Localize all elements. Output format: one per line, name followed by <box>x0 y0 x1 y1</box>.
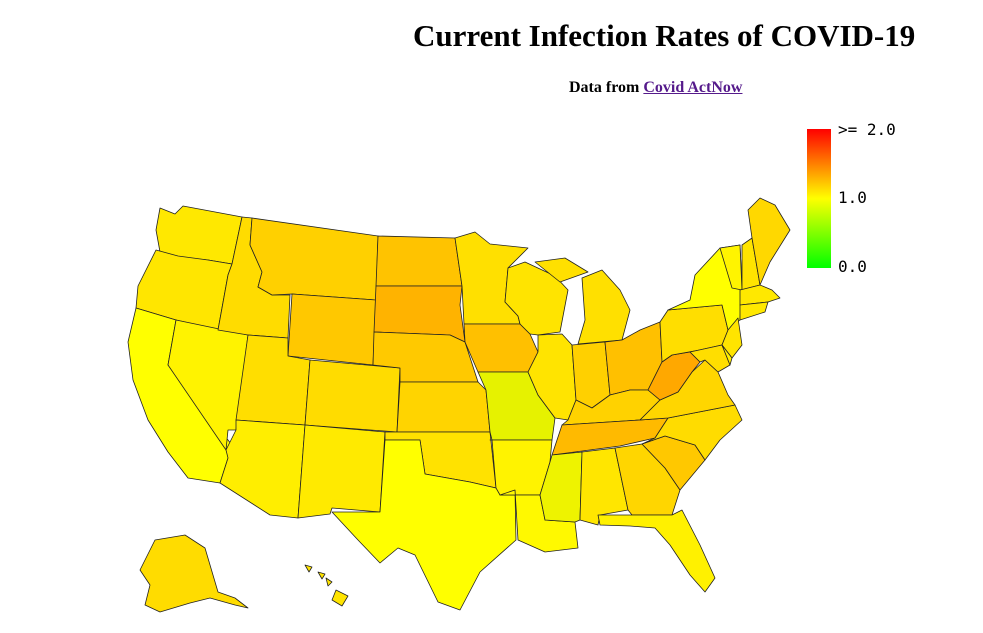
state-illinois[interactable] <box>527 333 577 421</box>
state-new-mexico[interactable] <box>297 424 386 519</box>
legend-label-high: >= 2.0 <box>838 120 896 139</box>
state-texas[interactable] <box>331 439 517 611</box>
state-florida[interactable] <box>597 509 716 593</box>
legend-color-scale <box>807 129 831 268</box>
state-kansas[interactable] <box>396 381 491 433</box>
state-arizona[interactable] <box>219 419 306 519</box>
state-new-jersey[interactable] <box>721 317 743 359</box>
state-wyoming[interactable] <box>287 293 377 366</box>
state-maine[interactable] <box>747 197 791 286</box>
state-michigan[interactable] <box>534 257 631 345</box>
state-alaska[interactable] <box>139 534 249 613</box>
state-indiana[interactable] <box>571 341 611 409</box>
legend-label-low: 0.0 <box>838 257 867 276</box>
state-colorado[interactable] <box>304 359 401 433</box>
legend-label-mid: 1.0 <box>838 188 867 207</box>
state-hawaii[interactable] <box>304 564 349 607</box>
state-north-dakota[interactable] <box>375 235 463 287</box>
covid-actnow-link[interactable]: Covid ActNow <box>643 79 743 96</box>
state-montana[interactable] <box>249 217 379 301</box>
state-connecticut[interactable] <box>739 301 769 321</box>
state-delaware[interactable] <box>721 344 733 366</box>
data-source-line: Data from Covid ActNow <box>569 79 742 97</box>
data-source-prefix: Data from <box>569 79 640 96</box>
page-title: Current Infection Rates of COVID-19 <box>413 18 916 53</box>
